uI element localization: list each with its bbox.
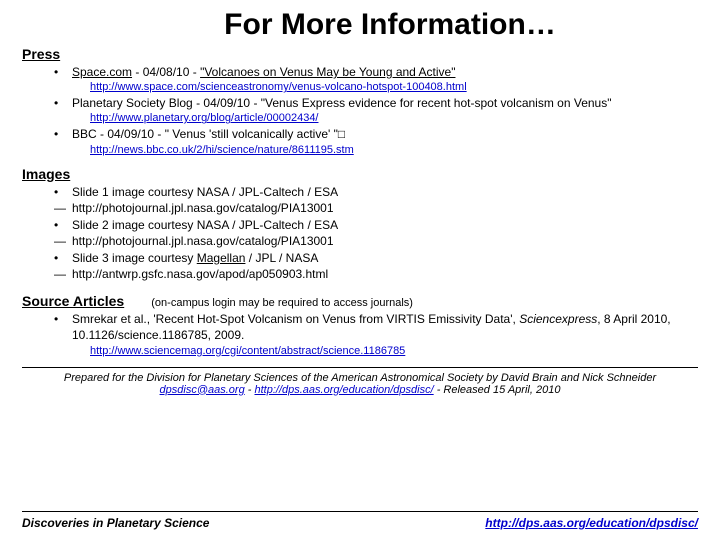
bullet-icon: • <box>54 64 72 80</box>
press-link[interactable]: http://www.planetary.org/blog/article/00… <box>90 112 319 124</box>
press-item-text: Planetary Society Blog - 04/09/10 - "Ven… <box>72 95 698 111</box>
bullet-icon: • <box>54 126 72 142</box>
press-item: • Space.com - 04/08/10 - "Volcanoes on V… <box>54 64 698 80</box>
slide-title: For More Information… <box>82 8 698 42</box>
sources-header: Source Articles <box>22 293 124 309</box>
press-item-text: BBC - 04/09/10 - " Venus 'still volcanic… <box>72 126 698 142</box>
image-link[interactable]: http://photojournal.jpl.nasa.gov/catalog… <box>72 234 334 248</box>
source-item-text: Smrekar et al., 'Recent Hot-Spot Volcani… <box>72 311 698 343</box>
footer-email-link[interactable]: dpsdisc@aas.org <box>160 384 245 396</box>
press-link[interactable]: http://www.space.com/scienceastronomy/ve… <box>90 81 467 93</box>
bottom-link[interactable]: http://dps.aas.org/education/dpsdisc/ <box>485 516 698 530</box>
bottom-left: Discoveries in Planetary Science <box>22 516 209 530</box>
sources-header-row: Source Articles (on-campus login may be … <box>22 293 698 309</box>
bottom-right: http://dps.aas.org/education/dpsdisc/ <box>485 516 698 530</box>
source-link[interactable]: http://www.sciencemag.org/cgi/content/ab… <box>90 345 405 357</box>
dash-icon: — <box>54 267 72 281</box>
press-url: http://news.bbc.co.uk/2/hi/science/natur… <box>90 144 698 156</box>
image-url-row: —http://photojournal.jpl.nasa.gov/catalo… <box>54 201 698 215</box>
footer-site-link[interactable]: http://dps.aas.org/education/dpsdisc/ <box>254 384 433 396</box>
source-item: • Smrekar et al., 'Recent Hot-Spot Volca… <box>54 311 698 343</box>
press-source-link[interactable]: Space.com <box>72 65 132 79</box>
bullet-icon: • <box>54 217 72 233</box>
images-header: Images <box>22 166 698 182</box>
image-link[interactable]: http://photojournal.jpl.nasa.gov/catalog… <box>72 201 334 215</box>
press-link[interactable]: http://news.bbc.co.uk/2/hi/science/natur… <box>90 144 354 156</box>
press-article-link[interactable]: "Volcanoes on Venus May be Young and Act… <box>200 65 455 79</box>
press-url: http://www.planetary.org/blog/article/00… <box>90 112 698 124</box>
image-url-row: —http://photojournal.jpl.nasa.gov/catalo… <box>54 234 698 248</box>
press-item: • Planetary Society Blog - 04/09/10 - "V… <box>54 95 698 111</box>
press-item: • BBC - 04/09/10 - " Venus 'still volcan… <box>54 126 698 142</box>
image-item: • Slide 1 image courtesy NASA / JPL-Calt… <box>54 184 698 200</box>
source-url: http://www.sciencemag.org/cgi/content/ab… <box>90 345 698 357</box>
press-url: http://www.space.com/scienceastronomy/ve… <box>90 81 698 93</box>
bullet-icon: • <box>54 311 72 327</box>
dash-icon: — <box>54 201 72 215</box>
bottom-bar: Discoveries in Planetary Science http://… <box>22 511 698 530</box>
bullet-icon: • <box>54 184 72 200</box>
magellan-link[interactable]: Magellan <box>197 251 246 265</box>
image-item-text: Slide 2 image courtesy NASA / JPL-Caltec… <box>72 217 698 233</box>
sources-note: (on-campus login may be required to acce… <box>151 297 413 309</box>
image-url-row: —http://antwrp.gsfc.nasa.gov/apod/ap0509… <box>54 267 698 281</box>
image-item: • Slide 3 image courtesy Magellan / JPL … <box>54 250 698 266</box>
image-item-text: Slide 3 image courtesy Magellan / JPL / … <box>72 250 698 266</box>
dash-icon: — <box>54 234 72 248</box>
footer-credit: Prepared for the Division for Planetary … <box>22 367 698 396</box>
image-item-text: Slide 1 image courtesy NASA / JPL-Caltec… <box>72 184 698 200</box>
bullet-icon: • <box>54 95 72 111</box>
press-item-text: Space.com - 04/08/10 - "Volcanoes on Ven… <box>72 64 698 80</box>
bullet-icon: • <box>54 250 72 266</box>
image-item: • Slide 2 image courtesy NASA / JPL-Calt… <box>54 217 698 233</box>
image-link[interactable]: http://antwrp.gsfc.nasa.gov/apod/ap05090… <box>72 267 328 281</box>
press-header: Press <box>22 46 698 62</box>
